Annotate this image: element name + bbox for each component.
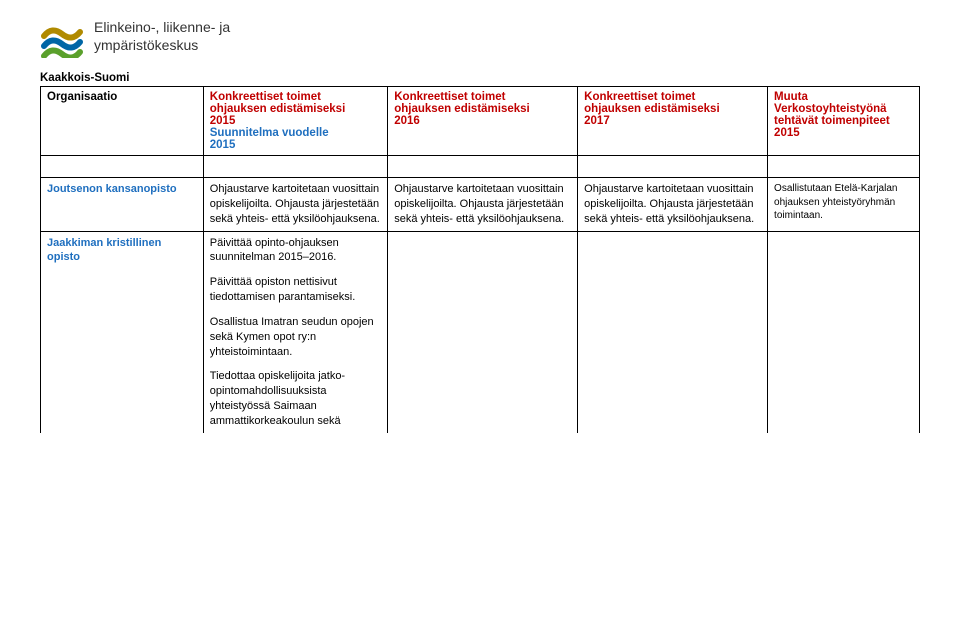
table-row: Joutsenon kansanopisto Ohjaustarve karto…	[41, 178, 920, 232]
table-row: Jaakkiman kristillinen opisto Päivittää …	[41, 231, 920, 433]
table-header-row: Organisaatio Konkreettiset toimet ohjauk…	[41, 87, 920, 156]
cell-2016	[388, 231, 578, 433]
cell-2017	[578, 231, 768, 433]
brand-logo-icon	[40, 18, 84, 58]
main-table: Organisaatio Konkreettiset toimet ohjauk…	[40, 86, 920, 433]
cell-2017: Ohjaustarve kartoitetaan vuosittain opis…	[578, 178, 768, 232]
brand-header: Elinkeino-, liikenne- ja ympäristökeskus	[40, 18, 920, 58]
cell-2016: Ohjaustarve kartoitetaan vuosittain opis…	[388, 178, 578, 232]
hdr-2016: Konkreettiset toimet ohjauksen edistämis…	[388, 87, 578, 156]
brand-text: Elinkeino-, liikenne- ja ympäristökeskus	[94, 18, 230, 54]
org-cell: Jaakkiman kristillinen opisto	[41, 231, 204, 433]
org-cell: Joutsenon kansanopisto	[41, 178, 204, 232]
spacer-row	[41, 156, 920, 178]
cell-muuta	[768, 231, 920, 433]
region-label: Kaakkois-Suomi	[40, 72, 920, 84]
hdr-org: Organisaatio	[41, 87, 204, 156]
hdr-2015: Konkreettiset toimet ohjauksen edistämis…	[203, 87, 387, 156]
hdr-2017: Konkreettiset toimet ohjauksen edistämis…	[578, 87, 768, 156]
brand-line2: ympäristökeskus	[94, 36, 230, 54]
cell-2015: Päivittää opinto-ohjauksen suunnitelman …	[203, 231, 387, 433]
brand-line1: Elinkeino-, liikenne- ja	[94, 18, 230, 36]
hdr-muuta: Muuta Verkostoyhteistyönä tehtävät toime…	[768, 87, 920, 156]
cell-2015: Ohjaustarve kartoitetaan vuosittain opis…	[203, 178, 387, 232]
cell-muuta: Osallistutaan Etelä-Karjalan ohjauksen y…	[768, 178, 920, 232]
